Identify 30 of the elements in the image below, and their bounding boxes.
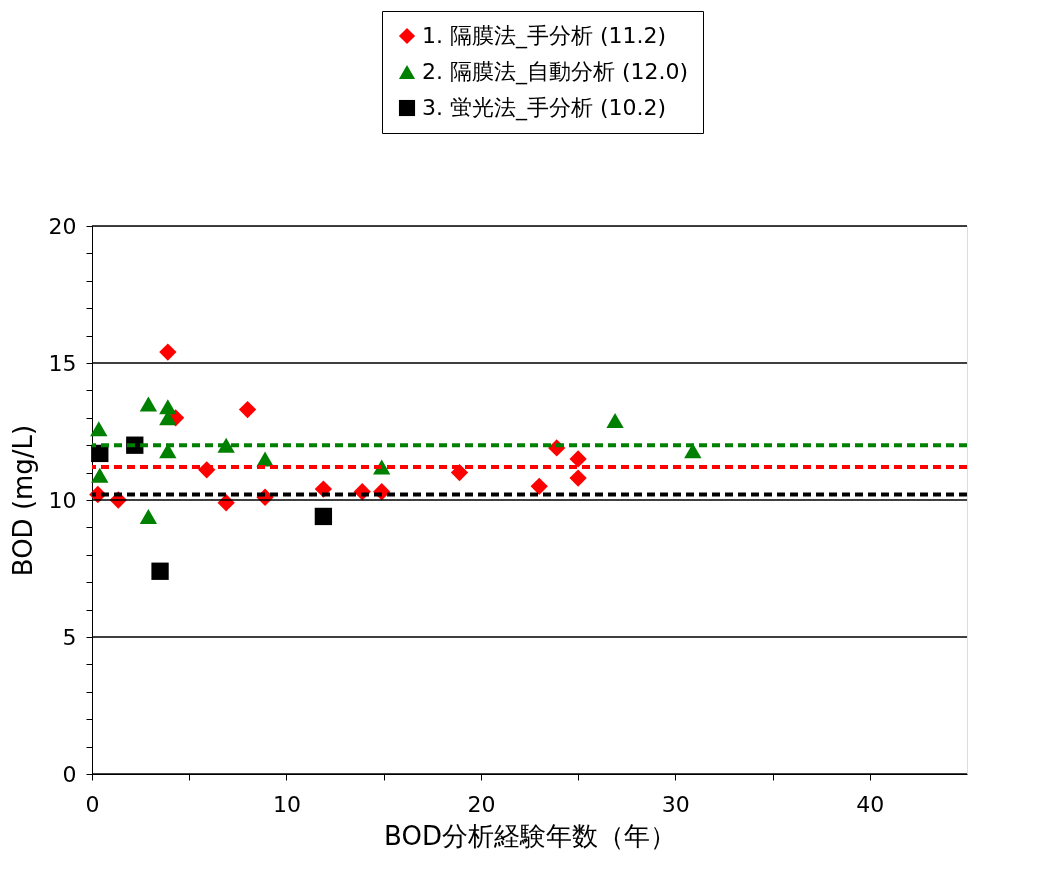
point [159, 343, 177, 361]
legend-label: 2. 隔膜法_自動分析 (12.0) [422, 59, 689, 85]
point [314, 507, 333, 526]
y-tick-label: 5 [62, 624, 77, 650]
point [606, 413, 624, 429]
x-tick-label: 30 [661, 791, 690, 817]
point [530, 477, 548, 495]
point [314, 480, 333, 498]
legend-label: 1. 隔膜法_手分析 (11.2) [422, 23, 667, 49]
point [238, 400, 257, 419]
x-tick-label: 40 [856, 791, 885, 817]
y-tick-label: 10 [48, 487, 77, 513]
point [139, 508, 158, 524]
point [91, 467, 109, 483]
point [139, 396, 158, 412]
x-tick-label: 0 [85, 791, 100, 817]
legend-label: 3. 蛍光法_手分析 (10.2) [422, 95, 667, 121]
x-tick-label: 10 [272, 791, 301, 817]
y-axis-title: BOD (mg/L) [7, 424, 38, 577]
x-tick-label: 20 [467, 791, 496, 817]
x-axis-title: BOD分析経験年数（年） [384, 820, 676, 851]
point [569, 450, 587, 468]
point [217, 437, 235, 453]
point [151, 562, 169, 580]
point [569, 469, 587, 487]
y-tick-label: 0 [62, 761, 77, 787]
point [90, 421, 108, 437]
point [684, 443, 702, 459]
y-tick-label: 15 [48, 350, 77, 376]
y-tick-label: 20 [48, 213, 77, 239]
